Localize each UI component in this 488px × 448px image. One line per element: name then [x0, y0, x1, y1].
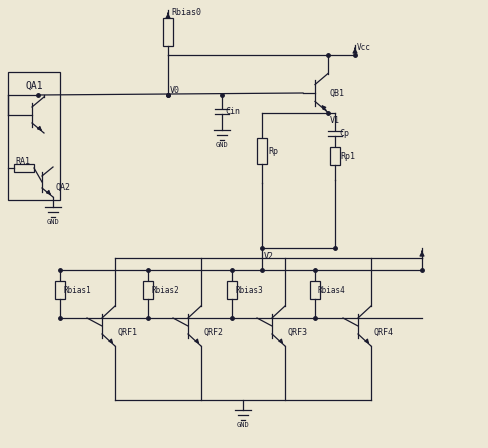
Text: Rbias4: Rbias4 — [318, 285, 346, 294]
Text: QB1: QB1 — [330, 89, 345, 98]
Text: Rp1: Rp1 — [340, 151, 355, 160]
Bar — [143, 281, 153, 299]
Text: V1: V1 — [330, 116, 340, 125]
Bar — [55, 281, 65, 299]
Text: QA2: QA2 — [55, 182, 70, 191]
Text: GND: GND — [47, 219, 60, 225]
Text: QRF4: QRF4 — [373, 327, 393, 336]
Bar — [330, 147, 340, 165]
Text: QRF1: QRF1 — [117, 327, 137, 336]
Text: Rbias1: Rbias1 — [64, 285, 92, 294]
Text: Cin: Cin — [225, 107, 240, 116]
Text: QRF2: QRF2 — [203, 327, 223, 336]
Bar — [257, 138, 267, 164]
Text: Rbias2: Rbias2 — [151, 285, 179, 294]
Text: Vcc: Vcc — [357, 43, 371, 52]
Text: Cp: Cp — [339, 129, 349, 138]
Bar — [227, 281, 237, 299]
Text: RA1: RA1 — [15, 156, 30, 165]
Text: QA1: QA1 — [25, 81, 43, 91]
Bar — [163, 18, 173, 46]
Text: V0: V0 — [170, 86, 180, 95]
Bar — [8, 72, 60, 200]
Text: QRF3: QRF3 — [287, 327, 307, 336]
Text: Rbias3: Rbias3 — [235, 285, 263, 294]
Text: V2: V2 — [264, 251, 274, 260]
Text: GND: GND — [216, 142, 228, 148]
Bar — [14, 164, 34, 172]
Bar — [310, 281, 320, 299]
Text: Rp: Rp — [268, 146, 278, 155]
Text: GND: GND — [237, 422, 249, 428]
Text: Rbias0: Rbias0 — [171, 8, 201, 17]
